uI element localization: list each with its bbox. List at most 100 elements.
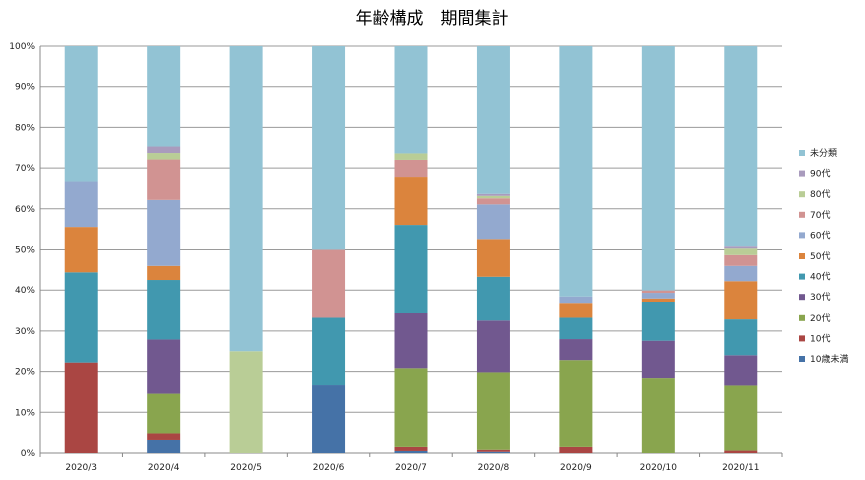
bar-segment [641, 293, 675, 299]
bar-segment [724, 265, 758, 282]
bar-segment [64, 227, 98, 273]
legend-swatch [799, 170, 805, 177]
bar-segment [559, 303, 593, 318]
bar-segment [64, 272, 98, 363]
bar-segment [641, 378, 675, 453]
legend-swatch [799, 150, 805, 156]
bar-segment [476, 239, 510, 277]
bar-segment [394, 368, 428, 447]
bar-segment [147, 146, 181, 154]
legend-label: 10歳未満 [810, 353, 848, 365]
legend: 未分類 90代 80代 70代 60代 50代 40代 30代 20代 10代 10歳未満 [799, 147, 848, 365]
chart-title: 年齢構成 期間集計 [356, 9, 509, 29]
bar-segment [476, 193, 510, 196]
x-tick-label: 2020/5 [230, 463, 262, 473]
legend-label: 80代 [810, 189, 830, 200]
bar-segment [724, 246, 758, 249]
bar-segment [724, 450, 758, 453]
bar-segment [476, 320, 510, 373]
bar-segment [724, 355, 758, 386]
legend-swatch [799, 314, 805, 321]
x-tick-label: 2020/9 [560, 463, 592, 473]
bar-segment [724, 254, 758, 266]
legend-swatch [799, 294, 805, 301]
bar-segment [312, 249, 346, 318]
bar-segment [312, 46, 346, 250]
bar-segment [476, 195, 510, 199]
legend-label: 10代 [810, 333, 830, 344]
bar-segment [476, 276, 510, 321]
bars [64, 46, 758, 453]
bar-segment [559, 46, 593, 297]
bar-segment [64, 362, 98, 453]
bar-segment [147, 280, 181, 340]
bar-segment [147, 199, 181, 266]
bar-segment [476, 198, 510, 205]
bar-segment [559, 339, 593, 361]
bar-segment [147, 153, 181, 160]
legend-swatch [799, 232, 805, 239]
bar-segment [147, 393, 181, 434]
legend-label: 90代 [810, 169, 830, 180]
y-tick-label: 10% [15, 408, 35, 418]
bar-segment [641, 298, 675, 303]
bar-segment [476, 46, 510, 194]
bar-segment [394, 153, 428, 160]
bar-segment [394, 177, 428, 226]
x-tick-label: 2020/10 [640, 463, 678, 473]
x-tick-label: 2020/3 [65, 463, 97, 473]
y-tick-label: 90% [15, 83, 35, 93]
bar-segment [147, 46, 181, 147]
bar-segment [559, 296, 593, 304]
bar-segment [394, 450, 428, 453]
legend-label: 40代 [810, 272, 830, 283]
bar-segment [229, 46, 263, 352]
bar-segment [724, 281, 758, 320]
y-tick-label: 50% [15, 246, 35, 256]
bar-segment [394, 46, 428, 154]
y-tick-label: 0% [21, 449, 36, 459]
x-tick-label: 2020/8 [478, 463, 510, 473]
bar-segment [641, 290, 675, 294]
x-tick-label: 2020/11 [722, 463, 759, 473]
bar-segment [724, 46, 758, 247]
bar-segment [64, 46, 98, 182]
bar-segment [476, 451, 510, 453]
legend-swatch [799, 335, 805, 342]
legend-swatch [799, 273, 805, 280]
legend-swatch [799, 356, 805, 362]
bar-segment [394, 312, 428, 369]
bar-segment [64, 181, 98, 228]
bar-segment [724, 385, 758, 451]
bar-segment [724, 319, 758, 356]
bar-segment [394, 225, 428, 313]
y-tick-label: 60% [15, 205, 35, 215]
legend-label: 60代 [810, 230, 830, 241]
bar-segment [312, 317, 346, 386]
bar-segment [312, 385, 346, 453]
y-tick-label: 80% [15, 123, 35, 133]
legend-label: 30代 [810, 292, 830, 303]
bar-segment [147, 439, 181, 453]
bar-segment [641, 302, 675, 341]
bar-segment [147, 265, 181, 281]
legend-swatch [799, 191, 805, 198]
y-tick-label: 70% [15, 164, 35, 174]
bar-segment [641, 46, 675, 291]
bar-segment [229, 351, 263, 453]
x-tick-label: 2020/7 [395, 463, 427, 473]
legend-label: 未分類 [810, 147, 837, 159]
bar-segment [559, 446, 593, 453]
y-tick-label: 40% [15, 286, 35, 296]
bar-segment [476, 449, 510, 452]
y-tick-label: 20% [15, 368, 35, 378]
bar-segment [641, 340, 675, 379]
x-tick-label: 2020/4 [148, 463, 180, 473]
legend-swatch [799, 211, 805, 218]
bar-segment [147, 433, 181, 440]
y-tick-label: 30% [15, 327, 35, 337]
axes: 0% 10% 20% 30% 40% 50% 60% 70% 80% 90% 100% 2020/3 2… [9, 42, 783, 473]
y-tick-label: 100% [9, 42, 35, 52]
